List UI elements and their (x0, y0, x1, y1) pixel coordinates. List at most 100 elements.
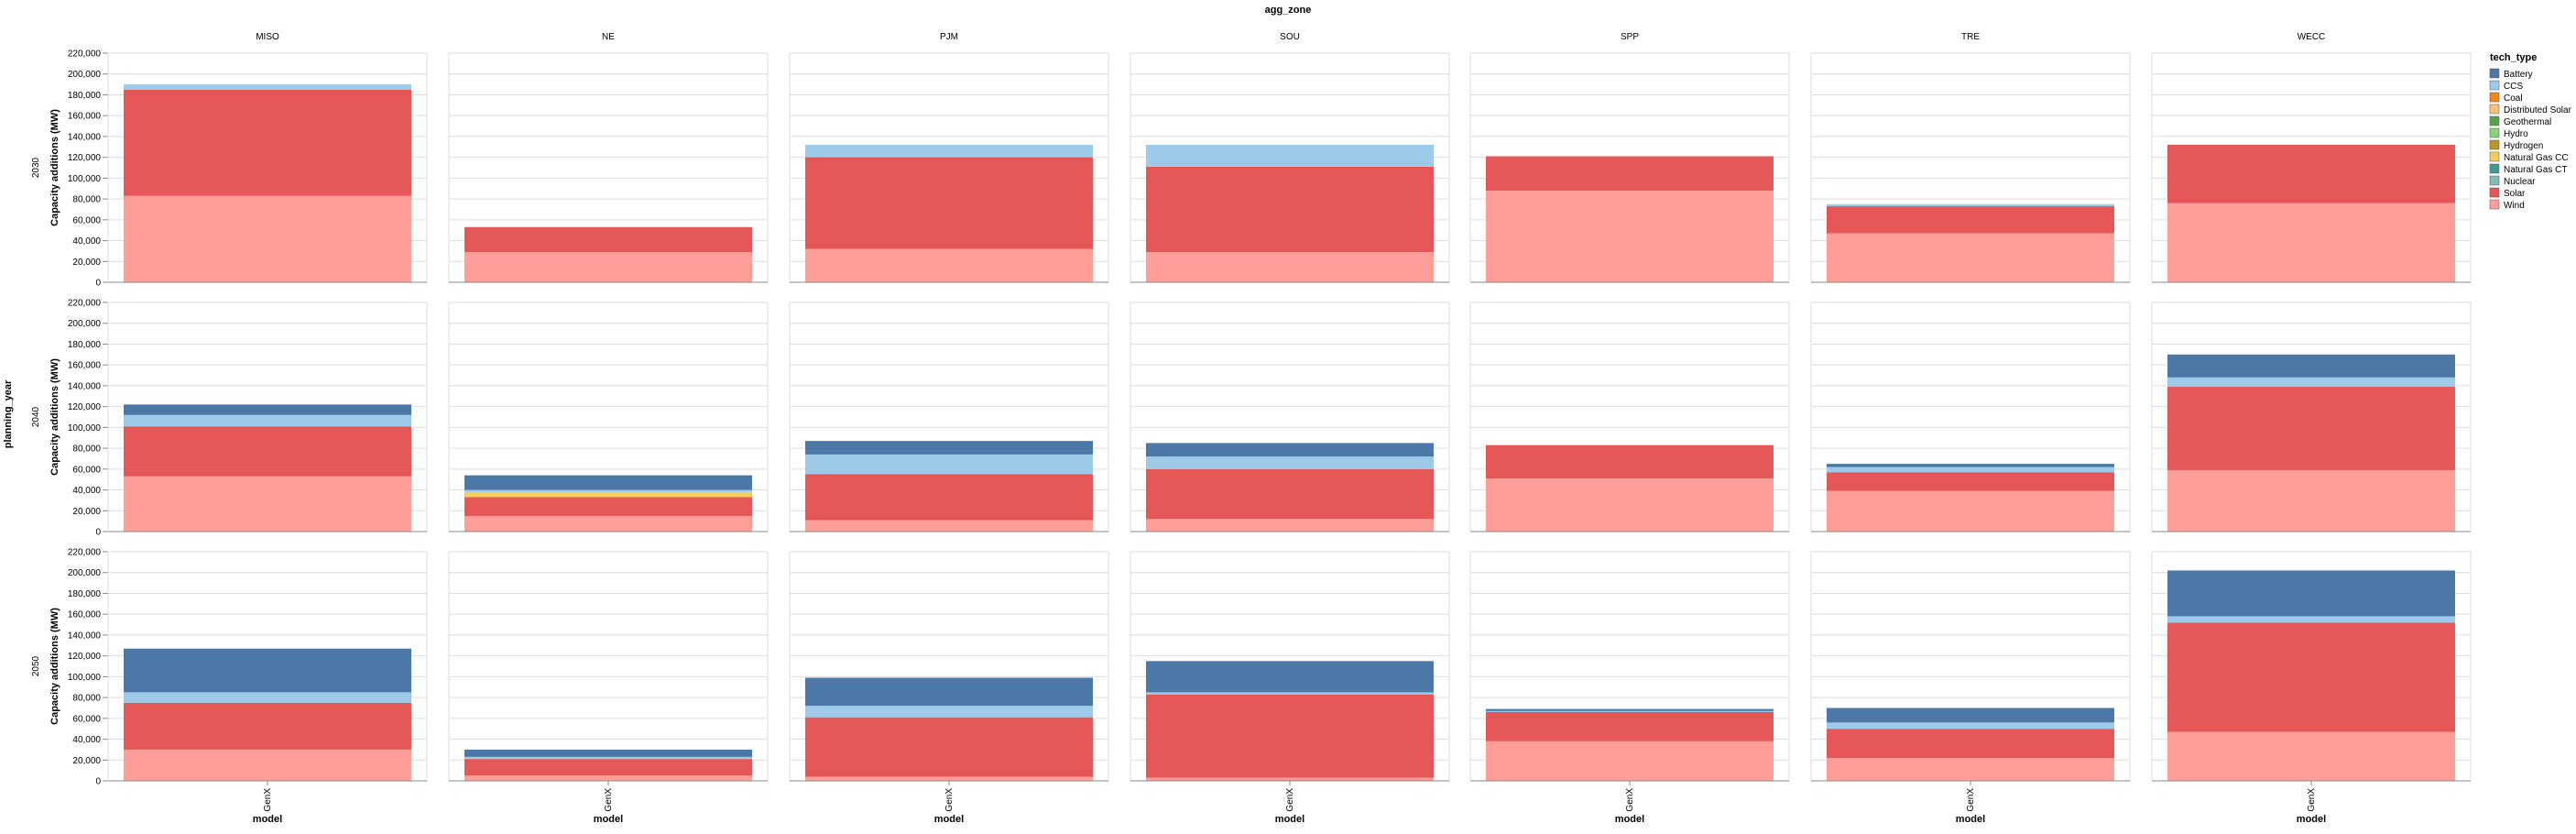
bar-segment-wind (1827, 490, 2114, 532)
y-tick-label: 40,000 (72, 486, 101, 496)
bar-segment-battery (124, 648, 411, 693)
bar-segment-ccs (805, 706, 1093, 718)
bar-segment-battery (464, 475, 752, 490)
bar-segment-solar (464, 759, 752, 776)
bar-segment-solar (1486, 444, 1774, 479)
bar-segment-battery (2167, 354, 2455, 378)
y-tick-label: 220,000 (68, 548, 102, 558)
bar-segment-wind (1827, 758, 2114, 781)
x-axis-title: model (1275, 814, 1304, 825)
y-tick-label: 40,000 (72, 735, 101, 745)
bar-segment-wind (124, 749, 411, 781)
legend-item-label: CCS (2504, 82, 2523, 92)
bar-segment-ccs (124, 84, 411, 90)
bar-segment-ccs (1486, 710, 1774, 712)
legend-swatch (2489, 127, 2500, 138)
bar-segment-wind (1146, 252, 1434, 282)
y-tick-label: 220,000 (68, 299, 102, 309)
bar-segment-solar (464, 226, 752, 253)
y-tick-label: 60,000 (72, 465, 101, 475)
bar-segment-ccs (464, 489, 752, 492)
y-tick-label: 200,000 (68, 319, 102, 329)
y-tick-label: 180,000 (68, 340, 102, 350)
y-axis-title: Capacity additions (MW) (49, 358, 60, 476)
bar-segment-solar (124, 702, 411, 750)
x-axis-title: model (2297, 814, 2326, 825)
bar-segment-battery (2167, 570, 2455, 617)
y-tick-label: 80,000 (72, 444, 101, 455)
bar-segment-battery (1146, 443, 1434, 457)
y-tick-label: 140,000 (68, 132, 102, 142)
bar-segment-solar (1146, 468, 1434, 520)
y-tick-label: 200,000 (68, 70, 102, 80)
legend-swatch (2489, 115, 2500, 126)
bar-segment-solar (1146, 166, 1434, 253)
bar-segment-battery (1146, 661, 1434, 693)
row-label: 2050 (31, 655, 41, 676)
y-tick-label: 0 (95, 279, 101, 289)
bar-segment-ccs (1827, 466, 2114, 473)
bar-segment-battery (124, 404, 411, 415)
y-tick-label: 0 (95, 528, 101, 538)
bar-segment-wind (124, 476, 411, 532)
legend-item-label: Hydrogen (2504, 141, 2543, 151)
bar-segment-wind (1486, 191, 1774, 282)
bar-segment-ccs (805, 454, 1093, 475)
bar-segment-solar (124, 426, 411, 477)
legend-swatch (2489, 104, 2500, 115)
bar-segment-ccs (1827, 203, 2114, 207)
bar-segment-ccs (805, 145, 1093, 158)
bar-segment-solar (2167, 387, 2455, 470)
column-label: WECC (2298, 32, 2326, 42)
bar-segment-wind (1146, 777, 1434, 781)
panel-frame (448, 551, 769, 782)
legend-item-label: Hydro (2504, 129, 2528, 139)
column-label: TRE (1961, 32, 1980, 42)
legend-item-label: Natural Gas CC (2504, 153, 2569, 163)
y-tick-label: 0 (95, 777, 101, 787)
bar-segment-ccs (1146, 456, 1434, 469)
legend-title: tech_type (2490, 52, 2537, 63)
bar-segment-wind (1486, 478, 1774, 532)
bar-segment-solar (805, 717, 1093, 777)
y-tick-label: 100,000 (68, 673, 102, 683)
bar-segment-battery (1827, 708, 2114, 723)
column-label: SPP (1621, 32, 1639, 42)
bar-segment-wind (464, 775, 752, 781)
y-tick-label: 140,000 (68, 381, 102, 391)
y-tick-label: 80,000 (72, 694, 101, 704)
y-tick-label: 20,000 (72, 258, 101, 268)
bar-segment-solar (1146, 694, 1434, 778)
x-axis-title: model (1615, 814, 1644, 825)
bar-segment-battery (1827, 464, 2114, 467)
y-tick-label: 100,000 (68, 423, 102, 433)
facet-column-title: agg_zone (1265, 5, 1312, 16)
y-tick-label: 80,000 (72, 195, 101, 205)
bar-segment-wind (464, 515, 752, 532)
legend-swatch (2489, 80, 2500, 91)
y-tick-label: 120,000 (68, 153, 102, 163)
x-axis-title: model (253, 814, 282, 825)
bar-segment-ccs (124, 414, 411, 427)
bar-segment-wind (805, 776, 1093, 781)
x-tick-label: GenX (263, 788, 273, 812)
x-tick-label: GenX (604, 788, 614, 812)
bar-segment-ccs (2167, 377, 2455, 388)
y-tick-label: 100,000 (68, 174, 102, 184)
bar-segment-solar (2167, 622, 2455, 732)
legend-swatch (2489, 151, 2500, 162)
column-label: SOU (1280, 32, 1300, 42)
y-tick-label: 120,000 (68, 652, 102, 662)
bar-segment-ccs (124, 692, 411, 703)
legend-item-label: Wind (2504, 201, 2525, 211)
bar-segment-solar (2167, 145, 2455, 203)
bar-segment-ccs (1827, 722, 2114, 730)
legend-swatch (2489, 175, 2500, 186)
legend-item-label: Geothermal (2504, 117, 2551, 127)
y-tick-label: 160,000 (68, 610, 102, 620)
x-tick-label: GenX (1285, 788, 1295, 812)
legend-swatch (2489, 139, 2500, 150)
bar-segment-battery (1486, 708, 1774, 711)
legend-swatch (2489, 92, 2500, 103)
